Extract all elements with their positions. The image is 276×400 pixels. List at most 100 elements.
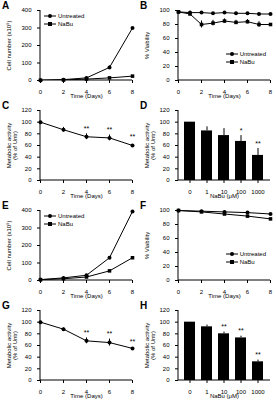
svg-text:8: 8: [131, 89, 135, 95]
svg-text:**: **: [130, 338, 136, 345]
svg-text:100: 100: [21, 319, 32, 325]
svg-text:6: 6: [108, 389, 112, 395]
svg-text:2: 2: [200, 289, 204, 295]
svg-text:Metabolic activity(% of Untr): Metabolic activity(% of Untr): [144, 323, 156, 369]
svg-text:80: 80: [163, 131, 170, 137]
svg-text:0: 0: [39, 289, 43, 295]
svg-text:20: 20: [163, 263, 170, 269]
svg-text:20: 20: [25, 166, 32, 172]
svg-text:8: 8: [131, 389, 135, 395]
svg-text:Time (Days): Time (Days): [208, 93, 240, 99]
svg-text:NaBu (μM): NaBu (μM): [210, 393, 239, 399]
svg-text:**: **: [255, 140, 261, 147]
svg-text:80: 80: [25, 331, 32, 337]
svg-text:20: 20: [163, 63, 170, 69]
svg-text:0: 0: [28, 77, 32, 83]
svg-text:2: 2: [62, 289, 66, 295]
svg-text:40: 40: [163, 249, 170, 255]
svg-text:**: **: [107, 330, 113, 337]
svg-text:6: 6: [108, 289, 112, 295]
svg-text:100: 100: [21, 119, 32, 125]
svg-text:80: 80: [163, 221, 170, 227]
svg-text:Time (Days): Time (Days): [70, 393, 102, 399]
svg-text:2: 2: [62, 189, 66, 195]
svg-text:60: 60: [163, 142, 170, 148]
svg-text:40: 40: [163, 49, 170, 55]
svg-text:**: **: [238, 327, 244, 334]
svg-text:6: 6: [246, 89, 250, 95]
svg-text:100: 100: [21, 260, 32, 266]
svg-text:60: 60: [163, 35, 170, 41]
svg-text:Metabolic activity(% of Untr): Metabolic activity(% of Untr): [144, 123, 156, 169]
svg-text:1: 1: [205, 189, 209, 195]
svg-text:% Viability: % Viability: [144, 32, 150, 60]
svg-text:8: 8: [269, 89, 273, 95]
svg-text:60: 60: [25, 142, 32, 148]
svg-text:1: 1: [205, 389, 209, 395]
svg-text:2: 2: [62, 89, 66, 95]
svg-text:120: 120: [21, 307, 32, 313]
svg-text:120: 120: [159, 107, 170, 113]
svg-text:**: **: [107, 126, 113, 133]
svg-text:20: 20: [25, 366, 32, 372]
svg-text:0: 0: [177, 289, 181, 295]
svg-text:60: 60: [25, 342, 32, 348]
svg-text:40: 40: [25, 154, 32, 160]
svg-text:1000: 1000: [251, 189, 265, 195]
svg-text:Time (Days): Time (Days): [208, 293, 240, 299]
svg-text:**: **: [84, 125, 90, 132]
svg-text:0: 0: [166, 177, 170, 183]
svg-text:0: 0: [28, 177, 32, 183]
svg-text:Cell number (x10⁵): Cell number (x10⁵): [6, 220, 12, 270]
svg-text:300: 300: [21, 25, 32, 31]
svg-text:0: 0: [39, 189, 43, 195]
svg-text:40: 40: [163, 354, 170, 360]
svg-text:100: 100: [159, 207, 170, 213]
svg-text:NaBu (μM): NaBu (μM): [210, 193, 239, 199]
svg-text:400: 400: [21, 207, 32, 213]
svg-text:% Viability: % Viability: [144, 232, 150, 260]
svg-text:120: 120: [21, 107, 32, 113]
svg-text:80: 80: [163, 21, 170, 27]
svg-text:Time (Days): Time (Days): [70, 193, 102, 199]
svg-text:8: 8: [131, 189, 135, 195]
svg-text:6: 6: [246, 289, 250, 295]
svg-text:Time (Days): Time (Days): [70, 293, 102, 299]
svg-text:Metabolic activity(% of Untr): Metabolic activity(% of Untr): [6, 323, 18, 369]
svg-text:2: 2: [62, 389, 66, 395]
svg-text:2: 2: [200, 89, 204, 95]
svg-text:40: 40: [25, 354, 32, 360]
svg-text:300: 300: [21, 225, 32, 231]
svg-text:Time (Days): Time (Days): [70, 93, 102, 99]
svg-text:1000: 1000: [251, 389, 265, 395]
svg-text:80: 80: [25, 131, 32, 137]
svg-text:400: 400: [21, 7, 32, 13]
svg-text:0: 0: [39, 389, 43, 395]
svg-text:0: 0: [188, 189, 192, 195]
svg-text:**: **: [84, 329, 90, 336]
svg-text:*: *: [240, 127, 243, 134]
svg-text:0: 0: [177, 89, 181, 95]
svg-text:20: 20: [163, 366, 170, 372]
svg-text:40: 40: [163, 154, 170, 160]
svg-text:120: 120: [159, 307, 170, 313]
svg-text:0: 0: [166, 77, 170, 83]
svg-text:8: 8: [131, 289, 135, 295]
svg-text:**: **: [221, 323, 227, 330]
svg-text:0: 0: [39, 89, 43, 95]
svg-text:0: 0: [28, 377, 32, 383]
svg-text:100: 100: [159, 119, 170, 125]
svg-text:8: 8: [269, 289, 273, 295]
svg-text:80: 80: [163, 331, 170, 337]
svg-text:0: 0: [166, 277, 170, 283]
svg-text:**: **: [255, 351, 261, 358]
svg-text:100: 100: [21, 60, 32, 66]
svg-text:100: 100: [159, 7, 170, 13]
svg-text:**: **: [130, 133, 136, 140]
svg-text:100: 100: [159, 319, 170, 325]
svg-text:0: 0: [28, 277, 32, 283]
svg-text:20: 20: [163, 166, 170, 172]
svg-text:Metabolic activity(% of Untr): Metabolic activity(% of Untr): [6, 123, 18, 169]
svg-text:6: 6: [108, 89, 112, 95]
svg-text:Cell number (x10⁵): Cell number (x10⁵): [6, 20, 12, 70]
